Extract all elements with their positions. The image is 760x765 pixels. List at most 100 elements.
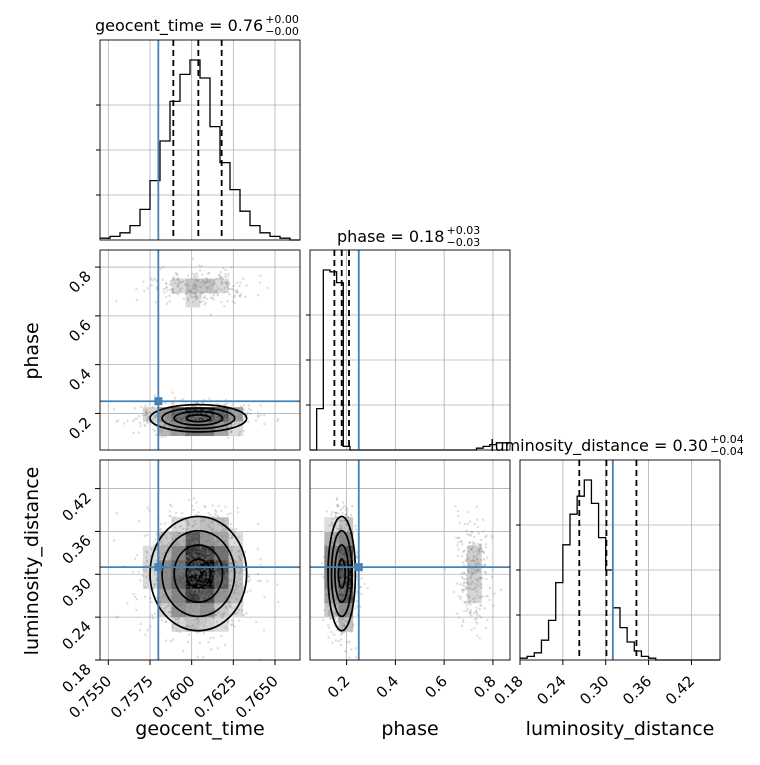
panel-geocent_time-vs-phase-sample-point (213, 410, 217, 413)
panel-geocent_time-vs-luminosity_distance-sample-point (176, 541, 179, 544)
panel-geocent_time-vs-luminosity_distance-sample-point (211, 601, 214, 604)
panel-geocent_time-vs-luminosity_distance-sample-point (193, 547, 196, 551)
panel-geocent_time-vs-phase-sample-point (203, 303, 206, 306)
panel-geocent_time-vs-phase-sample-point (259, 404, 262, 407)
panel-phase-vs-luminosity_distance-sample-point (354, 528, 357, 531)
panel-geocent_time-vs-phase-sample-point (206, 413, 210, 416)
panel-phase-vs-luminosity_distance-sample-point (469, 603, 472, 606)
panel-geocent_time-vs-phase-sample-point (211, 420, 214, 423)
panel-geocent_time-vs-phase-sample-point (224, 268, 227, 272)
panel-phase-vs-luminosity_distance-sample-point (350, 626, 354, 629)
panel-geocent_time-vs-luminosity_distance-sample-point (155, 578, 158, 581)
panel-geocent_time-vs-phase-sample-point (232, 411, 236, 415)
panel-geocent_time-vs-luminosity_distance-sample-point (211, 515, 214, 518)
panel-geocent_time-vs-phase-sample-point (233, 295, 236, 299)
panel-geocent_time-vs-luminosity_distance-sample-point (182, 591, 186, 594)
panel-phase-vs-luminosity_distance-sample-point (340, 594, 344, 598)
panel-phase-vs-luminosity_distance-sample-point (338, 553, 341, 556)
panel-phase-vs-luminosity_distance-sample-point (342, 591, 345, 594)
panel-geocent_time-vs-luminosity_distance-sample-point (198, 620, 201, 623)
panel-phase-vs-luminosity_distance-sample-point (462, 620, 465, 624)
panel-geocent_time-vs-luminosity_distance-sample-point (199, 536, 202, 539)
panel-phase-vs-luminosity_distance-sample-point (323, 577, 326, 581)
panel-geocent_time-vs-luminosity_distance-sample-point (207, 552, 210, 555)
panel-geocent_time-vs-phase-sample-point (187, 290, 191, 294)
panel-phase-vs-luminosity_distance-sample-point (329, 548, 333, 552)
panel-geocent_time-vs-luminosity_distance-sample-point (219, 576, 222, 580)
panel-geocent_time-vs-luminosity_distance-sample-point (166, 576, 169, 579)
panel-phase-vs-luminosity_distance-sample-point (330, 541, 334, 545)
panel-geocent_time-vs-luminosity_distance-sample-point (212, 591, 215, 594)
panel-geocent_time-vs-luminosity_distance-sample-point (187, 535, 190, 539)
panel-geocent_time-vs-luminosity_distance-sample-point (203, 589, 206, 593)
panel-phase-vs-luminosity_distance-sample-point (461, 618, 465, 622)
panel-phase-vs-luminosity_distance-sample-point (462, 563, 466, 567)
panel-geocent_time-vs-luminosity_distance-sample-point (205, 549, 209, 553)
panel-geocent_time-vs-phase-sample-point (169, 413, 172, 416)
panel-phase-vs-luminosity_distance-sample-point (340, 535, 343, 538)
panel-phase-vs-luminosity_distance-sample-point (348, 612, 351, 616)
panel-geocent_time-vs-phase-sample-point (163, 424, 166, 427)
panel-geocent_time-vs-phase-sample-point (166, 415, 169, 418)
panel-phase-vs-luminosity_distance-sample-point (340, 589, 343, 593)
panel-geocent_time-vs-luminosity_distance-sample-point (190, 626, 193, 629)
panel-geocent_time-vs-luminosity_distance-sample-point (223, 579, 227, 583)
panel-geocent_time-vs-luminosity_distance-sample-point (224, 590, 228, 593)
panel-geocent_time-vs-luminosity_distance-sample-point (165, 587, 169, 591)
panel-geocent_time-vs-luminosity_distance-sample-point (224, 547, 227, 550)
panel-geocent_time-vs-luminosity_distance-sample-point (206, 556, 209, 560)
panel-geocent_time-vs-luminosity_distance-sample-point (166, 543, 169, 547)
panel-geocent_time-vs-phase-sample-point (228, 417, 231, 421)
panel-geocent_time-vs-luminosity_distance-sample-point (225, 561, 229, 564)
panel-geocent_time-vs-phase-density-cell (185, 278, 201, 294)
panel-geocent_time-vs-phase-sample-point (207, 412, 211, 415)
panel-phase-vs-luminosity_distance-sample-point (321, 618, 325, 622)
panel-geocent_time-vs-phase-sample-point (144, 413, 148, 417)
panel-geocent_time-vs-luminosity_distance-sample-point (189, 585, 193, 589)
panel-phase-vs-luminosity_distance-sample-point (344, 585, 348, 589)
panel-geocent_time-vs-luminosity_distance-sample-point (202, 568, 205, 572)
panel-geocent_time-vs-luminosity_distance-sample-point (247, 580, 250, 583)
panel-geocent_time-vs-luminosity_distance-sample-point (206, 569, 209, 573)
panel-geocent_time-vs-phase-sample-point (217, 406, 220, 409)
panel-geocent_time-vs-luminosity_distance-sample-point (230, 623, 234, 626)
panel-phase-vs-luminosity_distance-sample-point (321, 561, 324, 565)
panel-geocent_time-vs-luminosity_distance-sample-point (217, 523, 220, 526)
panel-phase-vs-luminosity_distance-sample-point (341, 604, 344, 608)
panel-geocent_time-vs-luminosity_distance-sample-point (181, 586, 184, 590)
panel-geocent_time-vs-phase-sample-point (189, 417, 193, 420)
panel-geocent_time-vs-luminosity_distance-density-cell (157, 602, 172, 618)
panel-geocent_time-vs-phase-sample-point (149, 277, 153, 280)
panel-phase-vs-luminosity_distance-sample-point (334, 550, 337, 553)
panel-geocent_time-vs-luminosity_distance-sample-point (211, 553, 214, 556)
panel-geocent_time-vs-phase-sample-point (167, 415, 170, 418)
panel-geocent_time-vs-luminosity_distance-sample-point (209, 601, 212, 604)
panel-geocent_time-vs-phase-sample-point (185, 412, 188, 416)
panel-phase-vs-luminosity_distance-sample-point (456, 554, 459, 558)
panel-phase-vs-luminosity_distance-sample-point (469, 534, 473, 537)
panel-geocent_time-vs-phase-sample-point (184, 420, 188, 423)
panel-geocent_time-vs-phase-sample-point (205, 417, 208, 420)
panel-phase-vs-luminosity_distance-sample-point (341, 546, 345, 550)
panel-geocent_time-vs-luminosity_distance-sample-point (209, 610, 212, 614)
panel-geocent_time-vs-phase-sample-point (256, 411, 260, 414)
panel-geocent_time-vs-luminosity_distance-sample-point (225, 575, 228, 578)
panel-geocent_time-vs-luminosity_distance-sample-point (206, 550, 209, 553)
panel-geocent_time-vs-luminosity_distance-sample-point (177, 532, 181, 535)
panel-phase-vs-luminosity_distance-sample-point (341, 617, 344, 621)
panel-geocent_time-vs-luminosity_distance-sample-point (195, 534, 199, 537)
panel-geocent_time-vs-luminosity_distance-sample-point (185, 559, 188, 562)
panel-geocent_time-vs-luminosity_distance-sample-point (203, 505, 206, 508)
panel-geocent_time-vs-phase-sample-point (180, 287, 183, 290)
panel-geocent_time-vs-phase-sample-point (229, 409, 232, 412)
panel-geocent_time-vs-phase-sample-point (219, 411, 222, 415)
panel-geocent_time-vs-luminosity_distance-sample-point (163, 551, 166, 555)
panel-geocent_time-vs-luminosity_distance-sample-point (218, 580, 221, 584)
panel-geocent_time-vs-luminosity_distance-sample-point (206, 574, 209, 578)
panel-geocent_time-vs-luminosity_distance-sample-point (193, 588, 197, 592)
panel-geocent_time-vs-luminosity_distance-sample-point (224, 539, 227, 542)
panel-geocent_time-vs-phase-sample-point (188, 416, 191, 419)
panel-geocent_time-vs-luminosity_distance-sample-point (224, 626, 227, 629)
panel-geocent_time-vs-phase-sample-point (220, 288, 224, 292)
panel-geocent_time-vs-luminosity_distance-sample-point (239, 559, 243, 562)
